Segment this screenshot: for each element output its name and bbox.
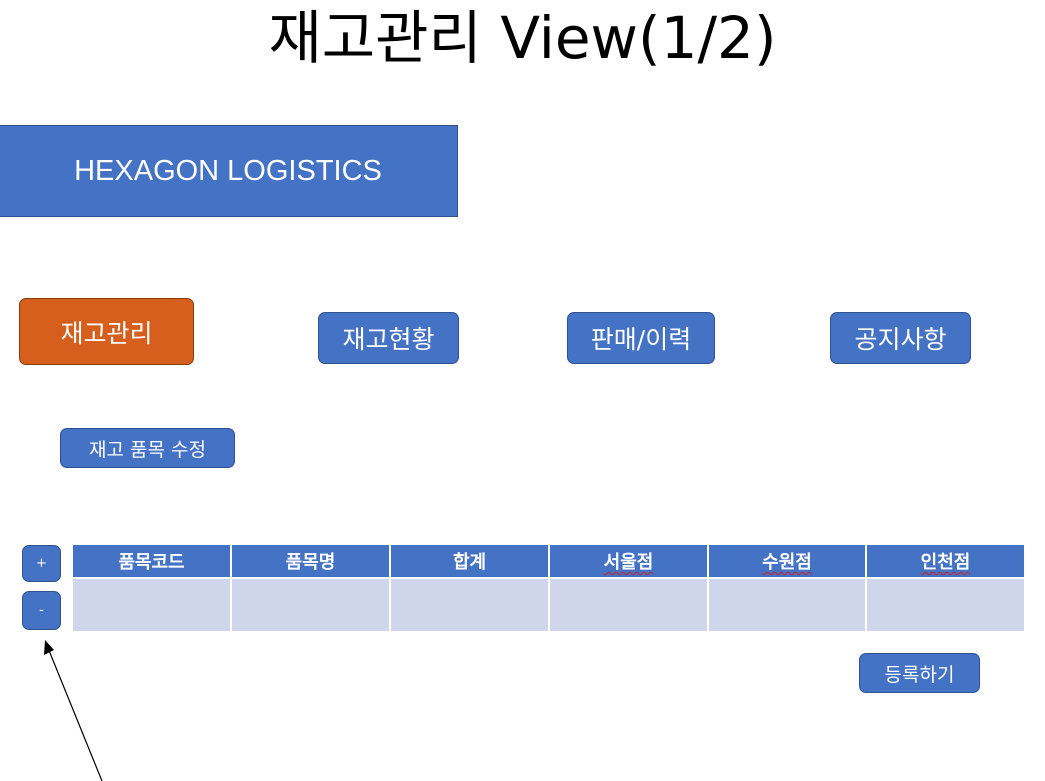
add-row-button[interactable]: +	[22, 545, 61, 582]
register-label: 등록하기	[884, 663, 955, 686]
brand-name: HEXAGON LOGISTICS	[74, 154, 382, 187]
column-header-item-name: 품목명	[230, 543, 391, 579]
remove-row-button[interactable]: -	[22, 591, 61, 630]
column-header-incheon-branch: 인천점	[865, 543, 1026, 579]
table-cell-seoul[interactable]	[548, 577, 709, 633]
brand-banner: HEXAGON LOGISTICS	[0, 125, 458, 217]
nav-tab-label: 재고현황	[342, 325, 435, 354]
table-cell-incheon[interactable]	[865, 577, 1026, 633]
register-button[interactable]: 등록하기	[859, 653, 980, 693]
nav-tab-label: 판매/이력	[590, 325, 692, 354]
table-row	[71, 577, 1026, 633]
column-header-item-code: 품목코드	[71, 543, 232, 579]
table-cell-item-code[interactable]	[71, 577, 232, 633]
nav-tab-sales-history[interactable]: 판매/이력	[567, 312, 715, 364]
arrowhead-icon	[44, 640, 54, 655]
minus-icon: -	[39, 603, 44, 618]
column-header-total: 합계	[389, 543, 550, 579]
plus-icon: +	[36, 556, 47, 571]
table-cell-total[interactable]	[389, 577, 550, 633]
inventory-table: 품목코드 품목명 합계 서울점 수원점 인천점	[71, 543, 1026, 633]
column-header-seoul-branch: 서울점	[548, 543, 709, 579]
page-title: 재고관리 View(1/2)	[268, 4, 777, 72]
edit-inventory-items-label: 재고 품목 수정	[89, 438, 206, 461]
table-cell-item-name[interactable]	[230, 577, 391, 633]
nav-tab-inventory-management[interactable]: 재고관리	[19, 298, 194, 365]
nav-tab-label: 공지사항	[854, 325, 947, 354]
arrow-line	[47, 647, 103, 781]
column-header-suwon-branch: 수원점	[707, 543, 867, 579]
table-header-row: 품목코드 품목명 합계 서울점 수원점 인천점	[71, 543, 1026, 579]
nav-tab-notices[interactable]: 공지사항	[830, 312, 971, 364]
nav-tab-inventory-status[interactable]: 재고현황	[318, 312, 459, 364]
nav-tab-label: 재고관리	[60, 318, 153, 348]
table-cell-suwon[interactable]	[707, 577, 867, 633]
edit-inventory-items-button[interactable]: 재고 품목 수정	[60, 428, 235, 468]
